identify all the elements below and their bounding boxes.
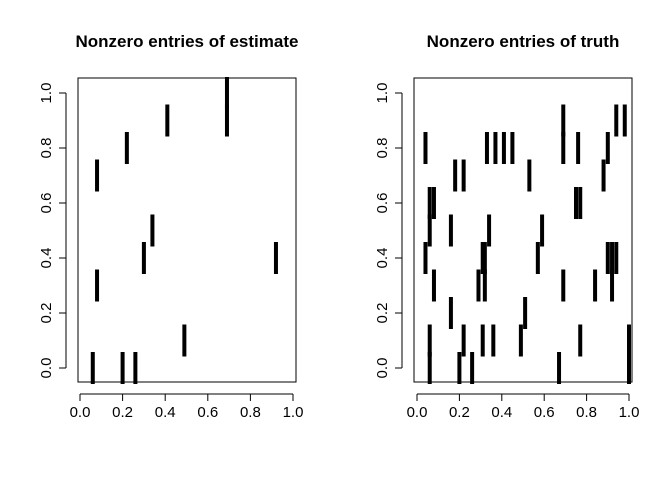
truth-nonzero-entry [557,352,562,384]
truth-nonzero-entry [578,324,583,357]
truth-x-tick-label: 0.6 [534,404,555,421]
truth-y-tick-label: 0.2 [374,303,391,324]
estimate-nonzero-entry [224,104,229,137]
truth-plot-frame [413,77,633,383]
truth-nonzero-entry [493,132,498,164]
truth-nonzero-entry [574,187,578,219]
truth-nonzero-entry [427,324,432,357]
truth-nonzero-entry [491,324,496,357]
estimate-y-tick-label: 0.8 [38,138,55,159]
truth-nonzero-entry [527,159,532,192]
truth-nonzero-entry [535,242,540,274]
truth-nonzero-entry [627,352,631,384]
truth-nonzero-entry [484,132,489,164]
truth-y-tick-label: 0.0 [374,358,391,379]
truth-nonzero-entry [423,132,428,164]
truth-nonzero-entry [610,269,615,302]
truth-nonzero-entry [561,269,566,302]
truth-nonzero-entry [561,104,566,137]
truth-x-tick-label: 0.0 [407,404,428,421]
estimate-plot-frame [77,77,297,383]
truth-nonzero-entry [614,104,619,137]
estimate-title: Nonzero entries of estimate [76,32,299,51]
estimate-nonzero-entry [224,77,229,109]
truth-nonzero-entry [448,214,453,247]
truth-nonzero-entry [431,269,436,302]
estimate-x-tick-label: 1.0 [283,404,304,421]
estimate-nonzero-entry [182,324,187,357]
estimate-nonzero-entry [273,242,278,274]
truth-y-tick-label: 0.4 [374,248,391,269]
truth-nonzero-entry [605,242,610,274]
truth-nonzero-entry [480,324,485,357]
truth-nonzero-entry [423,242,428,274]
truth-nonzero-entry [476,269,481,302]
truth-nonzero-entry [457,352,462,384]
truth-nonzero-entry [523,297,528,329]
estimate-x-tick-label: 0.8 [240,404,261,421]
truth-nonzero-entry [480,242,485,274]
truth-title: Nonzero entries of truth [427,32,620,51]
truth-nonzero-entry [627,324,631,357]
estimate-y-tick-label: 1.0 [38,83,55,104]
truth-nonzero-entry [461,324,466,357]
truth-y-tick-label: 0.6 [374,193,391,214]
estimate-nonzero-entry [141,242,146,274]
truth-x-tick-label: 0.8 [576,404,597,421]
estimate-x-tick-label: 0.0 [70,404,91,421]
truth-nonzero-entry [470,352,475,384]
truth-x-tick-label: 1.0 [619,404,640,421]
truth-nonzero-entry [576,132,581,164]
truth-y-tick-label: 1.0 [374,83,391,104]
truth-nonzero-entry [427,214,432,247]
estimate-nonzero-entry [95,159,100,192]
truth-nonzero-entry [614,242,619,274]
truth-x-tick-label: 0.2 [449,404,470,421]
truth-nonzero-entry [593,269,598,302]
estimate-panel: Nonzero entries of estimate 0.0 0.2 0.4 0.6… [38,32,303,421]
truth-nonzero-entry [431,187,436,219]
truth-nonzero-entry [605,132,610,164]
truth-y-tick-label: 0.8 [374,138,391,159]
estimate-y-tick-label: 0.6 [38,193,55,214]
truth-nonzero-entry [610,242,615,274]
truth-nonzero-entry [482,269,487,302]
truth-panel: Nonzero entries of truth 0.0 0.2 0.4 0.6 0.8… [374,32,639,421]
truth-nonzero-entry [578,187,583,219]
truth-nonzero-entry [561,132,566,164]
estimate-x-tick-label: 0.4 [155,404,176,421]
truth-nonzero-entry [510,132,515,164]
truth-nonzero-entry [622,104,627,137]
estimate-x-tick-label: 0.6 [197,404,218,421]
estimate-nonzero-entry [165,104,170,137]
estimate-nonzero-entry [124,132,129,164]
truth-nonzero-entry [482,242,487,274]
truth-nonzero-entry [427,352,432,384]
truth-nonzero-entry [501,132,506,164]
estimate-nonzero-entry [120,352,125,384]
estimate-nonzero-entry [95,269,100,302]
estimate-y-tick-label: 0.4 [38,248,55,269]
estimate-nonzero-entry [150,214,155,247]
truth-nonzero-entry [487,214,492,247]
estimate-x-tick-label: 0.2 [112,404,133,421]
truth-nonzero-entry [461,159,466,192]
truth-nonzero-entry [427,187,432,219]
truth-nonzero-entry [601,159,606,192]
truth-x-tick-label: 0.4 [491,404,512,421]
truth-nonzero-entry [453,159,458,192]
truth-nonzero-entry [518,324,523,357]
estimate-y-tick-label: 0.0 [38,358,55,379]
truth-nonzero-entry [448,297,453,329]
truth-nonzero-entry [540,214,545,247]
estimate-nonzero-entry [133,352,138,384]
estimate-y-tick-label: 0.2 [38,303,55,324]
estimate-nonzero-entry [90,352,95,384]
